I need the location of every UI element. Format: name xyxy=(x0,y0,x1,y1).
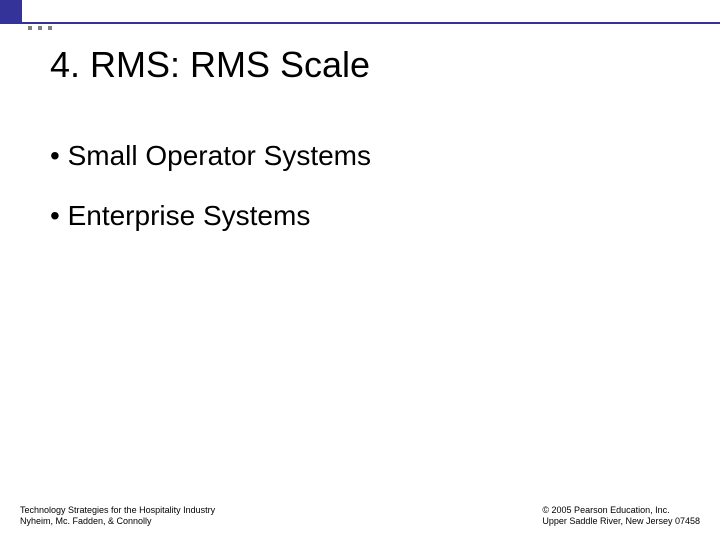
bullet-item: • Enterprise Systems xyxy=(50,200,371,232)
footer-book-title: Technology Strategies for the Hospitalit… xyxy=(20,505,215,517)
title-underline xyxy=(0,22,720,24)
content-area: • Small Operator Systems • Enterprise Sy… xyxy=(50,140,371,260)
footer-address: Upper Saddle River, New Jersey 07458 xyxy=(542,516,700,528)
corner-decoration xyxy=(0,0,22,22)
title-dots xyxy=(28,26,52,30)
footer-left: Technology Strategies for the Hospitalit… xyxy=(20,505,215,528)
bullet-item: • Small Operator Systems xyxy=(50,140,371,172)
slide-title: 4. RMS: RMS Scale xyxy=(50,44,370,86)
footer-copyright: © 2005 Pearson Education, Inc. xyxy=(542,505,700,517)
footer-right: © 2005 Pearson Education, Inc. Upper Sad… xyxy=(542,505,700,528)
footer-authors: Nyheim, Mc. Fadden, & Connolly xyxy=(20,516,215,528)
